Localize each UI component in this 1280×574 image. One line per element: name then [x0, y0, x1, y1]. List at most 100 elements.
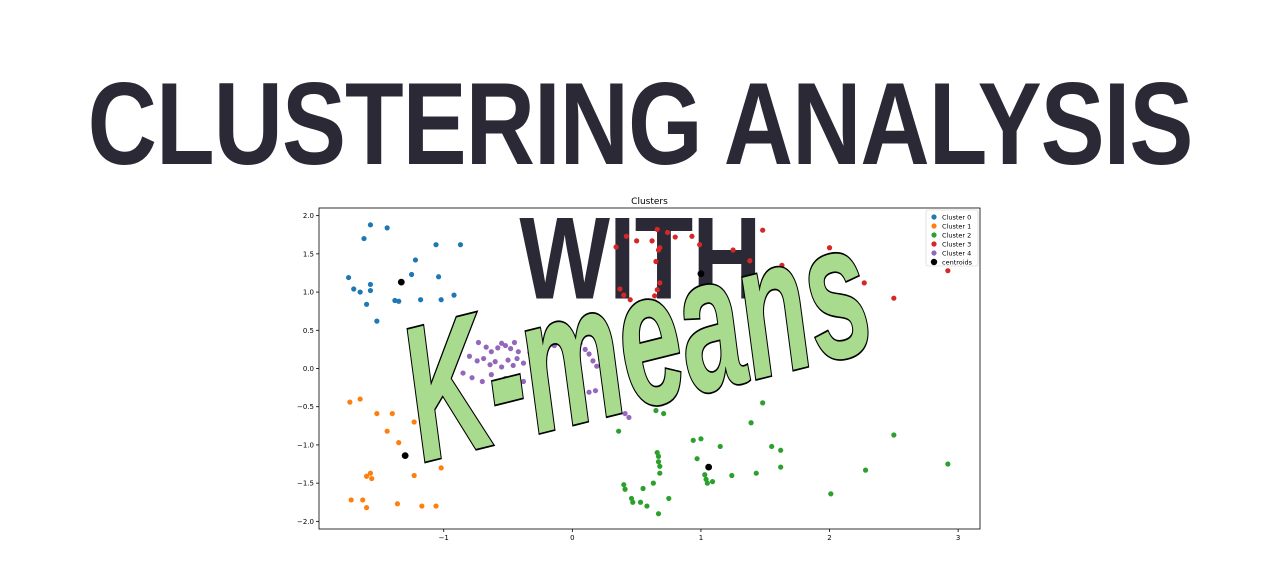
data-point [389, 410, 395, 417]
data-point [502, 375, 509, 382]
data-point [544, 346, 550, 352]
data-point [702, 472, 708, 478]
data-point [779, 262, 785, 268]
y-tick-label: −2.0 [297, 518, 314, 526]
data-point [384, 428, 390, 434]
legend-label: Cluster 0 [942, 213, 971, 221]
data-point [357, 289, 363, 295]
data-point [828, 491, 834, 497]
data-point [650, 480, 656, 486]
data-point [586, 351, 592, 357]
data-point [457, 242, 464, 248]
data-point [396, 440, 402, 446]
data-point [861, 280, 867, 286]
data-point [451, 292, 457, 298]
data-point [753, 470, 759, 476]
data-point [590, 358, 596, 364]
data-point [515, 349, 521, 355]
data-point [622, 486, 628, 492]
data-point [778, 464, 784, 470]
centroid-point [401, 452, 409, 460]
data-point [582, 346, 588, 352]
x-tick-label: 0 [570, 534, 574, 540]
data-point [551, 342, 557, 349]
data-point [499, 340, 505, 346]
data-point [461, 322, 467, 328]
data-point [396, 298, 402, 304]
data-point [483, 344, 489, 350]
data-point [594, 363, 600, 369]
data-point [361, 235, 367, 242]
legend-label: Cluster 4 [942, 249, 971, 257]
data-point [347, 399, 353, 405]
data-point [644, 503, 650, 509]
data-point [652, 299, 658, 305]
data-point [363, 505, 370, 511]
data-point [417, 297, 424, 303]
data-point [945, 461, 951, 467]
data-point [661, 410, 667, 417]
data-point [438, 465, 444, 471]
legend-marker [931, 250, 937, 256]
scatter-chart: −1 0 1 2 3 −2.0 −1.5 −1.0 −0.5 0.0 0.5 1.0 1.5 2.0 Cl… [290, 190, 990, 540]
data-point [640, 485, 646, 492]
data-point [697, 242, 703, 248]
data-point [374, 410, 380, 417]
data-point [474, 358, 480, 364]
data-point [502, 342, 509, 349]
data-point [508, 346, 514, 352]
data-point [655, 459, 662, 465]
data-point [514, 355, 520, 362]
legend-marker [931, 232, 937, 238]
page-title: CLUSTERING ANALYSIS WITH [87, 59, 1194, 324]
data-point [433, 242, 439, 248]
data-point [496, 381, 502, 387]
data-point [649, 238, 655, 244]
data-point [495, 345, 501, 351]
centroid-point [705, 463, 713, 471]
data-point [394, 501, 401, 507]
data-point [717, 443, 723, 450]
data-point [488, 372, 494, 378]
data-point [592, 388, 599, 394]
data-point [690, 437, 696, 443]
data-point [654, 287, 660, 293]
legend-label: Cluster 1 [942, 222, 971, 230]
x-tick-label: 3 [956, 534, 960, 540]
legend-marker [930, 258, 938, 266]
data-point [520, 378, 527, 385]
data-point [653, 407, 659, 414]
data-point [698, 436, 704, 442]
data-point [562, 336, 568, 343]
y-tick-label: 2.0 [303, 212, 314, 220]
data-point [357, 396, 363, 402]
centroid-point [697, 270, 705, 278]
data-point [704, 480, 710, 486]
data-point [617, 286, 623, 292]
data-point [654, 226, 660, 232]
y-tick-label: 1.5 [303, 250, 314, 258]
data-point [621, 482, 627, 488]
data-point [657, 470, 663, 476]
data-point [499, 364, 505, 370]
x-tick-label: 1 [699, 534, 703, 540]
data-point [748, 420, 754, 426]
data-point [760, 227, 766, 233]
data-point [419, 503, 425, 509]
data-point [747, 258, 753, 264]
data-point [637, 499, 644, 505]
data-point [694, 456, 700, 462]
chart-points [345, 222, 951, 517]
data-point [826, 245, 833, 251]
x-tick-label: −1 [439, 534, 449, 540]
data-point [655, 511, 662, 517]
data-point [689, 233, 695, 239]
data-point [466, 353, 473, 359]
data-point [640, 304, 646, 310]
data-point [634, 238, 640, 244]
data-point [511, 339, 518, 346]
y-tick-label: −1.0 [297, 441, 314, 449]
data-point [778, 447, 784, 453]
data-point [392, 297, 398, 304]
data-point [520, 360, 527, 366]
